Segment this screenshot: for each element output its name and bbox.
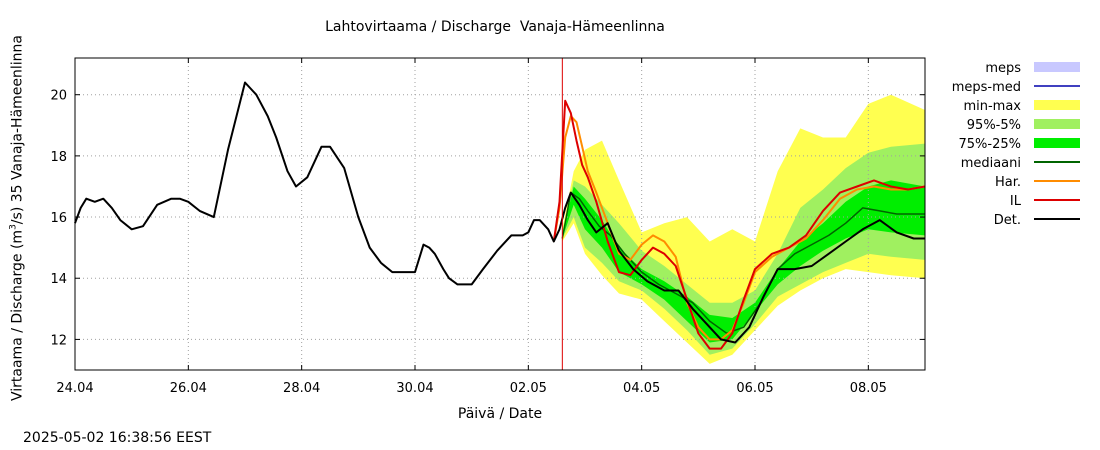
x-axis-label: Päivä / Date xyxy=(457,406,543,422)
series-line-det xyxy=(74,81,925,344)
y-tick-label: 16 xyxy=(50,211,67,226)
legend-swatch xyxy=(1034,100,1080,110)
y-tick-label: 18 xyxy=(50,150,67,165)
band-75%-25% xyxy=(562,180,925,343)
grid-layer xyxy=(75,58,925,370)
y-axis-ticks: 12 14 16 18 20 xyxy=(50,89,925,348)
legend-label: meps-med xyxy=(952,80,1021,95)
x-tick-label: 08.05 xyxy=(850,381,887,396)
y-axis-label-pre: Virtaama / Discharge (m xyxy=(9,229,26,401)
plot-frame xyxy=(74,57,926,371)
y-axis-label: Virtaama / Discharge (m3/s) 35 Vanaja-Hä… xyxy=(9,35,26,401)
x-tick-label: 24.04 xyxy=(56,381,93,396)
y-tick-label: 20 xyxy=(50,89,67,104)
legend-label: meps xyxy=(985,61,1021,76)
legend-label: min-max xyxy=(963,99,1021,114)
y-axis-label-post: /s) 35 Vanaja-Hämeenlinna xyxy=(9,35,26,225)
timestamp: 2025-05-02 16:38:56 EEST xyxy=(23,430,212,446)
x-tick-label: 02.05 xyxy=(510,381,547,396)
legend-swatch xyxy=(1034,62,1080,72)
y-tick-label: 12 xyxy=(50,333,67,348)
y-tick-label: 14 xyxy=(50,272,67,287)
x-tick-label: 04.05 xyxy=(623,381,660,396)
x-tick-label: 26.04 xyxy=(170,381,207,396)
legend-swatch xyxy=(1034,119,1080,129)
legend-label: Har. xyxy=(995,175,1021,190)
series-line-mediaani xyxy=(561,191,925,335)
legend-label: Det. xyxy=(994,213,1021,228)
x-tick-label: 28.04 xyxy=(283,381,320,396)
series-line-il xyxy=(552,99,926,350)
band-layer xyxy=(562,94,925,364)
legend: meps meps-med min-max 95%-5% 75%-25% mediaani… xyxy=(952,61,1080,228)
y-axis-label-superscript: 3 xyxy=(8,224,19,230)
legend-swatch xyxy=(1034,138,1080,148)
band-95%-5% xyxy=(562,143,925,355)
legend-label: 95%-5% xyxy=(967,118,1021,133)
x-tick-label: 30.04 xyxy=(396,381,433,396)
chart-title: Lahtovirtaama / Discharge Vanaja-Hämeenl… xyxy=(325,19,665,35)
series-layer xyxy=(74,81,926,350)
x-tick-label: 06.05 xyxy=(736,381,773,396)
legend-label: IL xyxy=(1010,194,1022,209)
legend-label: mediaani xyxy=(961,156,1021,171)
legend-label: 75%-25% xyxy=(959,137,1021,152)
x-axis-ticks: 24.04 26.04 28.04 30.04 02.05 04.05 06.05 08.05 xyxy=(56,58,887,396)
